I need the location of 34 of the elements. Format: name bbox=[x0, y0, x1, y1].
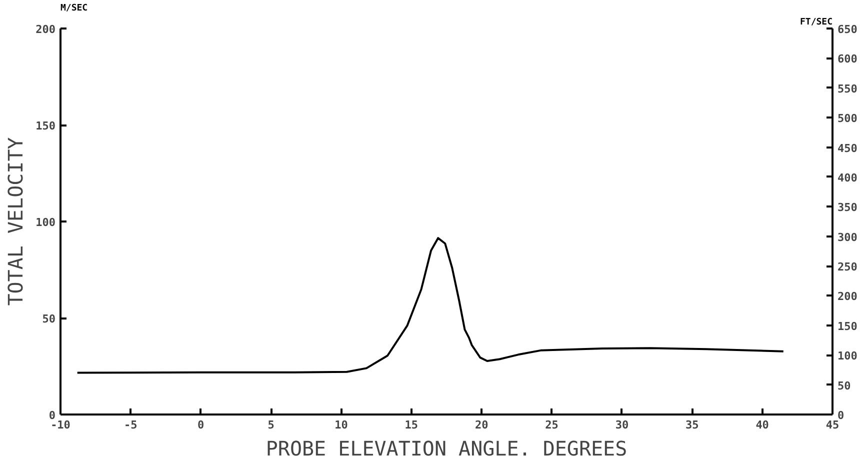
y2-tick-label: 400 bbox=[838, 171, 858, 184]
x-tick-label: 15 bbox=[404, 418, 418, 432]
y2-tick-label: 100 bbox=[838, 350, 858, 363]
y-axis-title: TOTAL VELOCITY bbox=[4, 137, 28, 306]
y-tick-label: 100 bbox=[36, 216, 56, 229]
y2-tick-label: 450 bbox=[838, 142, 858, 155]
x-tick-label: 35 bbox=[686, 418, 699, 432]
y2-tick-label: 650 bbox=[838, 23, 858, 36]
y2-tick-label: 250 bbox=[838, 260, 858, 274]
x-tick-label: 20 bbox=[474, 418, 488, 432]
y2-tick-label: 300 bbox=[838, 230, 858, 244]
text: M/SEC bbox=[60, 4, 88, 14]
line-series bbox=[76, 237, 784, 374]
y2-tick-label: 500 bbox=[838, 112, 858, 126]
x-tick-label: 45 bbox=[826, 418, 840, 432]
x-tick-label: 25 bbox=[545, 418, 558, 432]
x-tick-label: 40 bbox=[756, 418, 769, 432]
y2-tick-label: 350 bbox=[838, 201, 858, 214]
y2-tick-label: 50 bbox=[838, 379, 851, 392]
y2-tick-label: 550 bbox=[838, 82, 858, 96]
x-axis-title: PROBE ELEVATION ANGLE. DEGREES bbox=[266, 436, 628, 460]
y2-tick-label: 0 bbox=[838, 409, 844, 422]
x-tick-label: 30 bbox=[615, 418, 629, 432]
x-tick-label: 0 bbox=[198, 418, 204, 432]
y2-axis-title: FT/SEC bbox=[800, 18, 833, 28]
y2-tick-label: 600 bbox=[838, 52, 858, 66]
x-tick-label: 10 bbox=[334, 418, 348, 432]
x-tick-label: -5 bbox=[124, 418, 138, 432]
x-tick-label: 5 bbox=[268, 418, 274, 432]
y-tick-label: 150 bbox=[36, 120, 56, 132]
y-tick-label: 50 bbox=[42, 312, 56, 326]
y-tick-label: 200 bbox=[36, 23, 56, 36]
y2-tick-label: 150 bbox=[838, 320, 858, 333]
y2-tick-label: 200 bbox=[838, 290, 858, 304]
